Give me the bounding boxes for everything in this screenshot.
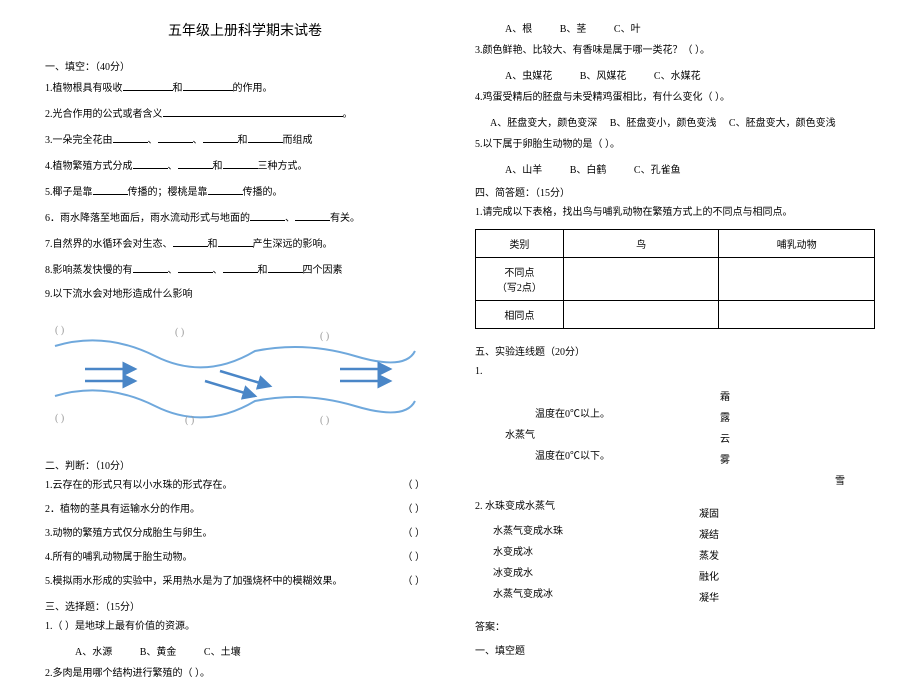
th-bird: 鸟 bbox=[563, 230, 719, 258]
svg-text:( ): ( ) bbox=[55, 325, 64, 336]
m1-r2: 露 bbox=[720, 409, 875, 424]
svg-text:( ): ( ) bbox=[320, 331, 329, 342]
right-column: A、根 B、茎 C、叶 3.颜色鲜艳、比较大、有香味是属于哪一类花？（ ）。 A… bbox=[460, 20, 890, 613]
answer-header: 答案： bbox=[475, 620, 875, 636]
q1-6: 6．雨水降落至地面后，雨水流动形式与地面的、有关。 bbox=[45, 209, 445, 227]
opt-a: A、山羊 bbox=[505, 161, 542, 176]
opt-b: B、胚盘变小，颜色变浅 bbox=[610, 114, 717, 129]
row-diff: 不同点（写2点） bbox=[476, 258, 564, 301]
q3-4: 4.鸡蛋受精后的胚盘与未受精鸡蛋相比，有什么变化（ ）。 bbox=[475, 90, 875, 106]
q5-2-num: 2. 水珠变成水蒸气 bbox=[475, 499, 875, 515]
th-mammal: 哺乳动物 bbox=[719, 230, 875, 258]
q3-5: 5.以下属于卵胎生动物的是（ ）。 bbox=[475, 137, 875, 153]
q2-4: 4.所有的哺乳动物属于胎生动物。（ ） bbox=[45, 550, 445, 566]
left-column: 五年级上册科学期末试卷 一、填空：（40分） 1.植物根具有吸收和的作用。 2.… bbox=[30, 20, 460, 613]
opt-a: A、根 bbox=[505, 20, 532, 35]
m1-left: 水蒸气 bbox=[505, 426, 660, 441]
section1-header: 一、填空：（40分） bbox=[45, 58, 445, 73]
q2-1: 1.云存在的形式只有以小水珠的形式存在。（ ） bbox=[45, 478, 445, 494]
exam-title: 五年级上册科学期末试卷 bbox=[45, 20, 445, 40]
q3-1-options: A、水源 B、黄金 C、土壤 bbox=[75, 643, 445, 658]
q3-3-options: A、虫媒花 B、风媒花 C、水媒花 bbox=[505, 67, 875, 82]
m2-r2: 凝结 bbox=[699, 526, 875, 541]
svg-text:( ): ( ) bbox=[175, 327, 184, 338]
river-diagram: ( ) ( ) ( ) ( ) ( ) ( ) bbox=[45, 321, 425, 431]
q3-5-options: A、山羊 B、白鹤 C、孔雀鱼 bbox=[505, 161, 875, 176]
opt-c: C、土壤 bbox=[204, 643, 241, 658]
q3-2-options: A、根 B、茎 C、叶 bbox=[505, 20, 875, 35]
m1-r3: 云 bbox=[720, 430, 875, 445]
opt-c: C、胚盘变大，颜色变浅 bbox=[729, 114, 836, 129]
row-same: 相同点 bbox=[476, 301, 564, 329]
q1-3: 3.一朵完全花由、、和而组成 bbox=[45, 131, 445, 149]
opt-c: C、孔雀鱼 bbox=[634, 161, 681, 176]
m2-r3: 蒸发 bbox=[699, 547, 875, 562]
answer-s1: 一、填空题 bbox=[475, 644, 875, 660]
q1-4: 4.植物繁殖方式分成、和三种方式。 bbox=[45, 157, 445, 175]
q3-2: 2.多肉是用哪个结构进行繁殖的（ ）。 bbox=[45, 666, 445, 682]
q1-7: 7.自然界的水循环会对生态、和产生深远的影响。 bbox=[45, 235, 445, 253]
q2-5: 5.模拟雨水形成的实验中，采用热水是为了加强烧杯中的模糊效果。（ ） bbox=[45, 574, 445, 590]
m1-r4: 雾 bbox=[720, 451, 875, 466]
cell-bird-same bbox=[563, 301, 719, 329]
opt-a: A、水源 bbox=[75, 643, 112, 658]
svg-text:( ): ( ) bbox=[55, 413, 64, 424]
q3-3: 3.颜色鲜艳、比较大、有香味是属于哪一类花？（ ）。 bbox=[475, 43, 875, 59]
m2-r5: 凝华 bbox=[699, 589, 875, 604]
svg-text:( ): ( ) bbox=[185, 415, 194, 426]
cell-bird-diff bbox=[563, 258, 719, 301]
section5-header: 五、实验连线题（20分） bbox=[475, 343, 875, 358]
match2: 水蒸气变成水珠 水变成冰 冰变成水 水蒸气变成冰 凝固 凝结 蒸发 融化 凝华 bbox=[475, 505, 875, 610]
opt-b: B、风媒花 bbox=[580, 67, 627, 82]
opt-b: B、茎 bbox=[560, 20, 587, 35]
opt-a: A、胚盘变大，颜色变深 bbox=[490, 114, 597, 129]
section4-header: 四、简答题：（15分） bbox=[475, 184, 875, 199]
compare-table: 类别 鸟 哺乳动物 不同点（写2点） 相同点 bbox=[475, 229, 875, 329]
section2-header: 二、判断：（10分） bbox=[45, 457, 445, 472]
q1-2: 2.光合作用的公式或者含义。 bbox=[45, 105, 445, 123]
q2-2: 2．植物的茎具有运输水分的作用。（ ） bbox=[45, 502, 445, 518]
q1-5: 5.椰子是靠传播的；樱桃是靠传播的。 bbox=[45, 183, 445, 201]
m1-l1: 温度在0℃以上。 bbox=[535, 405, 660, 420]
opt-b: B、黄金 bbox=[140, 643, 177, 658]
q4-1: 1.请完成以下表格，找出鸟与哺乳动物在繁殖方式上的不同点与相同点。 bbox=[475, 205, 875, 221]
m2-l3: 水变成冰 bbox=[493, 543, 669, 558]
q2-3: 3.动物的繁殖方式仅分成胎生与卵生。（ ） bbox=[45, 526, 445, 542]
m2-l4: 冰变成水 bbox=[493, 564, 669, 579]
opt-c: C、水媒花 bbox=[654, 67, 701, 82]
q5-1-num: 1. bbox=[475, 364, 875, 380]
cell-mammal-diff bbox=[719, 258, 875, 301]
q1-8: 8.影响蒸发快慢的有、、和四个因素 bbox=[45, 261, 445, 279]
m2-l2: 水蒸气变成水珠 bbox=[493, 522, 669, 537]
q3-4-options: A、胚盘变大，颜色变深 B、胚盘变小，颜色变浅 C、胚盘变大，颜色变浅 bbox=[490, 114, 875, 129]
m2-r4: 融化 bbox=[699, 568, 875, 583]
q1-1: 1.植物根具有吸收和的作用。 bbox=[45, 79, 445, 97]
opt-c: C、叶 bbox=[614, 20, 641, 35]
m2-l5: 水蒸气变成冰 bbox=[493, 585, 669, 600]
opt-a: A、虫媒花 bbox=[505, 67, 552, 82]
opt-b: B、白鹤 bbox=[570, 161, 607, 176]
m1-l2: 温度在0℃以下。 bbox=[535, 447, 660, 462]
m1-r1: 霜 bbox=[720, 388, 875, 403]
match1: 温度在0℃以上。 水蒸气 温度在0℃以下。 霜 露 云 雾 雪 bbox=[475, 388, 875, 493]
svg-text:( ): ( ) bbox=[320, 415, 329, 426]
section3-header: 三、选择题：（15分） bbox=[45, 598, 445, 613]
q1-9: 9.以下流水会对地形造成什么影响 bbox=[45, 287, 445, 303]
th-category: 类别 bbox=[476, 230, 564, 258]
m1-r5: 雪 bbox=[720, 472, 875, 487]
cell-mammal-same bbox=[719, 301, 875, 329]
